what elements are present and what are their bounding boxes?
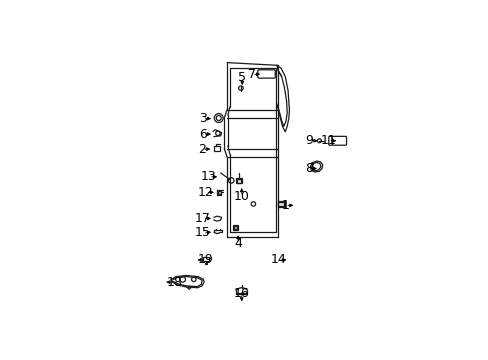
Text: 12: 12 — [198, 186, 213, 199]
Text: 15: 15 — [195, 226, 210, 239]
Text: 19: 19 — [198, 253, 213, 266]
Text: 6: 6 — [199, 128, 206, 141]
Polygon shape — [278, 201, 285, 207]
Polygon shape — [214, 146, 219, 151]
Text: 10: 10 — [233, 190, 249, 203]
Polygon shape — [236, 179, 241, 183]
Text: 2: 2 — [198, 143, 205, 156]
Text: 1: 1 — [281, 199, 288, 212]
Text: 18: 18 — [166, 276, 182, 289]
Polygon shape — [203, 257, 208, 261]
Text: 5: 5 — [238, 71, 246, 84]
Text: 7: 7 — [247, 68, 256, 81]
Text: 13: 13 — [201, 170, 217, 183]
Polygon shape — [218, 191, 221, 194]
Text: 16: 16 — [233, 287, 249, 300]
Text: 14: 14 — [270, 253, 285, 266]
Polygon shape — [236, 179, 241, 183]
Polygon shape — [232, 225, 238, 230]
Text: 11: 11 — [320, 134, 335, 147]
Text: 8: 8 — [304, 162, 312, 175]
Polygon shape — [278, 202, 284, 206]
Text: 9: 9 — [305, 134, 313, 147]
Text: 17: 17 — [195, 212, 210, 225]
Polygon shape — [233, 226, 237, 229]
Text: 4: 4 — [234, 237, 242, 250]
FancyBboxPatch shape — [328, 136, 346, 145]
Text: 3: 3 — [199, 112, 206, 125]
FancyBboxPatch shape — [257, 70, 275, 78]
